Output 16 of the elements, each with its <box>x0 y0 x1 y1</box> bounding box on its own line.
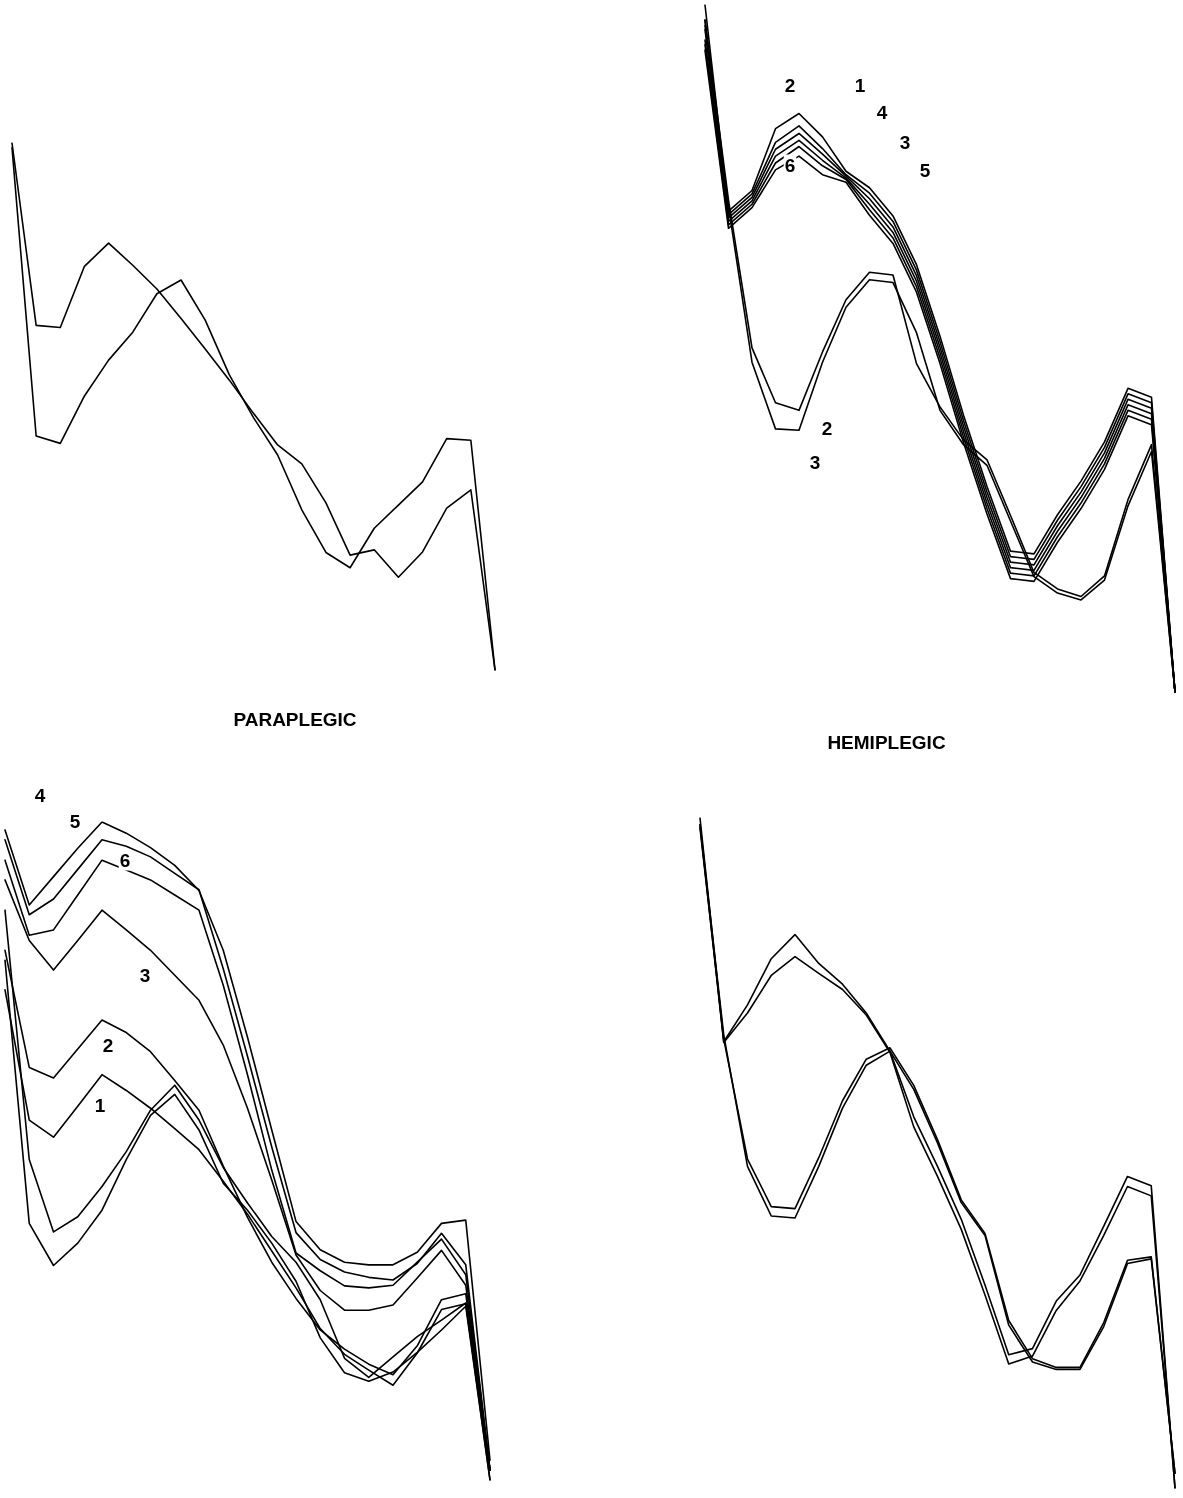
annotation: 3 <box>899 131 911 153</box>
annotation: 4 <box>876 101 888 123</box>
annotation: 3 <box>139 964 151 986</box>
annotation: 2 <box>784 74 796 96</box>
annotation: 6 <box>784 154 796 176</box>
annotation: 5 <box>919 159 931 181</box>
annotation: 2 <box>102 1034 114 1056</box>
annotation: 1 <box>94 1094 106 1116</box>
text: PARAPLEGIC <box>233 709 357 730</box>
annotation: 2 <box>821 417 833 439</box>
annotation: 6 <box>119 849 131 871</box>
annotation: 1 <box>854 74 866 96</box>
annotation: 3 <box>809 451 821 473</box>
text: 4 <box>34 784 46 806</box>
annotation: 5 <box>69 810 81 832</box>
text: HEMIPLEGIC <box>827 732 946 753</box>
